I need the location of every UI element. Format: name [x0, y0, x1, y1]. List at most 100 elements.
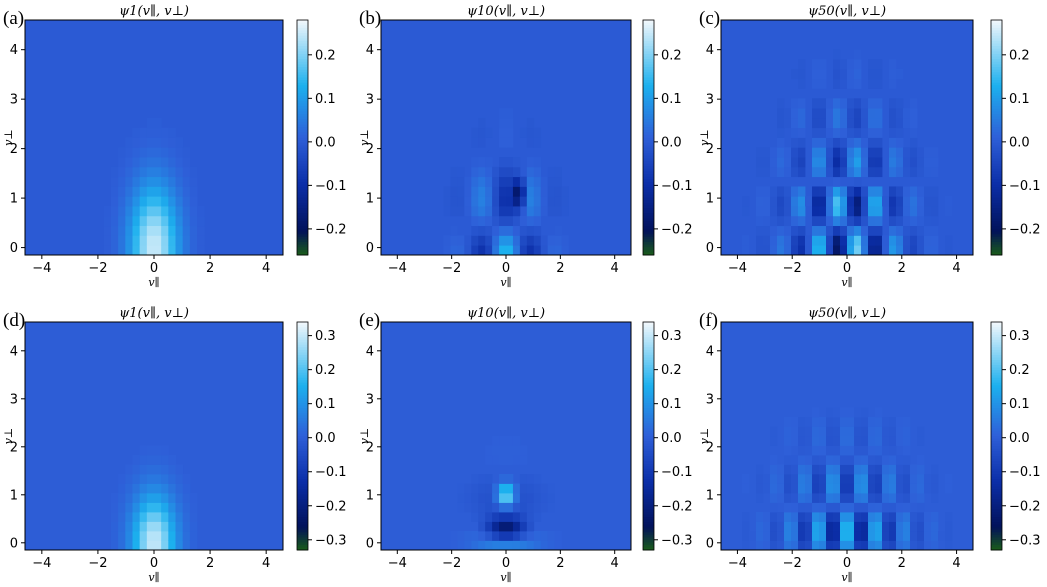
colorbar-segment [297, 20, 308, 24]
heatmap-cell [861, 166, 869, 178]
heatmap-cell [868, 512, 876, 522]
x-tick-label: −4 [388, 261, 407, 276]
heatmap-cell [833, 78, 841, 89]
colorbar-segment [297, 509, 308, 513]
x-tick-label: −2 [442, 556, 461, 571]
heatmap-cell [111, 215, 119, 227]
heatmap-cell [833, 68, 841, 80]
heatmap-cell [896, 157, 904, 168]
heatmap-cell [889, 215, 897, 227]
heatmap-cell [168, 502, 176, 513]
heatmap-cell [812, 417, 820, 427]
colorbar-tick-label: 0.0 [315, 431, 336, 446]
heatmap-cell [826, 196, 834, 207]
colorbar-segment [991, 352, 1002, 356]
heatmap-cell [533, 540, 542, 551]
colorbar-segment [643, 35, 654, 39]
heatmap-cell [903, 157, 911, 168]
heatmap-cell [189, 186, 198, 197]
heatmap-cell [139, 127, 148, 138]
colorbar-segment [297, 33, 308, 37]
heatmap-cell [812, 147, 820, 158]
heatmap-cell [854, 108, 862, 119]
heatmap-cell [847, 68, 855, 80]
heatmap-panel-2: (b) ψ10(v∥, v⊥)−4 −2 0 2 4v∥01234v⊥0.20.10.0−… [358, 4, 693, 289]
heatmap-cell [826, 436, 834, 446]
heatmap-cell [889, 157, 897, 168]
heatmap-cell [847, 512, 855, 522]
colorbar: 0.20.10.0−0.1−0.2 [642, 19, 693, 256]
heatmap-cell [499, 436, 507, 446]
heatmap-cell [457, 531, 465, 541]
colorbar-segment [991, 395, 1002, 399]
heatmap-cell [547, 166, 556, 178]
heatmap-cell [812, 407, 820, 418]
heatmap-cell [784, 147, 792, 158]
heatmap-cell [910, 117, 918, 129]
x-tick-label: −2 [442, 261, 461, 276]
colorbar-segment [643, 463, 654, 467]
heatmap-cell [499, 117, 507, 129]
heatmap-cell [784, 117, 792, 129]
colorbar-segment [297, 221, 308, 225]
colorbar-segment [643, 168, 654, 172]
heatmap-cell [784, 502, 792, 513]
colorbar-frame [296, 19, 309, 256]
heatmap-cell [506, 455, 514, 465]
heatmap-cell [777, 137, 785, 148]
heatmap-cell [798, 521, 806, 532]
x-tick-label: −2 [783, 261, 802, 276]
x-tick-label: 0 [150, 261, 158, 276]
heatmap-cell [512, 225, 521, 236]
heatmap-cell [154, 186, 162, 197]
heatmap-cell [492, 245, 500, 256]
heatmap-cell [450, 176, 458, 187]
colorbar-segment [991, 119, 1002, 123]
colorbar-segment [991, 471, 1002, 475]
colorbar-segment [297, 103, 308, 107]
y-axis-label: v⊥ [358, 428, 371, 445]
heatmap-cell [175, 215, 184, 227]
heatmap-cell [471, 245, 479, 256]
heatmap-cell [903, 147, 911, 158]
heatmap-cell [889, 502, 897, 513]
heatmap-cell [478, 474, 486, 484]
heatmap-cell [910, 157, 918, 168]
colorbar-segment [643, 509, 654, 513]
colorbar-segment [643, 218, 654, 222]
colorbar-segment [991, 509, 1002, 513]
heatmap-cell [492, 436, 500, 446]
colorbar-segment [991, 25, 1002, 29]
heatmap-cell [132, 464, 141, 475]
colorbar-segment [991, 517, 1002, 521]
heatmap-cell [146, 235, 155, 246]
heatmap-cell [118, 493, 126, 503]
heatmap-cell [182, 483, 191, 494]
heatmap-cell [826, 521, 834, 532]
heatmap-cell [924, 186, 932, 197]
heatmap-cell [506, 166, 514, 178]
colorbar-tick-label: −0.3 [661, 533, 693, 548]
colorbar-segment [297, 456, 308, 460]
heatmap-cell [812, 235, 820, 246]
colorbar-segment [643, 499, 654, 503]
heatmap-cell [111, 502, 119, 513]
colorbar-segment [297, 111, 308, 115]
colorbar-segment [643, 20, 654, 24]
colorbar-segment [643, 400, 654, 404]
heatmap-cell [819, 225, 827, 236]
colorbar: 0.30.20.10.0−0.1−0.2−0.3 [990, 321, 1041, 551]
colorbar-segment [643, 108, 654, 112]
heatmap-cell [561, 186, 569, 197]
y-tick-label: 3 [10, 392, 18, 407]
heatmap-cell [833, 531, 841, 541]
heatmap-cell [882, 502, 890, 513]
heatmap-cell [742, 540, 750, 551]
colorbar-segment [297, 491, 308, 495]
heatmap-cell [118, 512, 126, 522]
colorbar-segment [991, 137, 1002, 141]
heatmap-cell [478, 186, 486, 197]
x-axis-label: v∥ [500, 571, 511, 584]
heatmap-cell [499, 474, 507, 484]
colorbar-tick-label: −0.1 [315, 179, 347, 194]
